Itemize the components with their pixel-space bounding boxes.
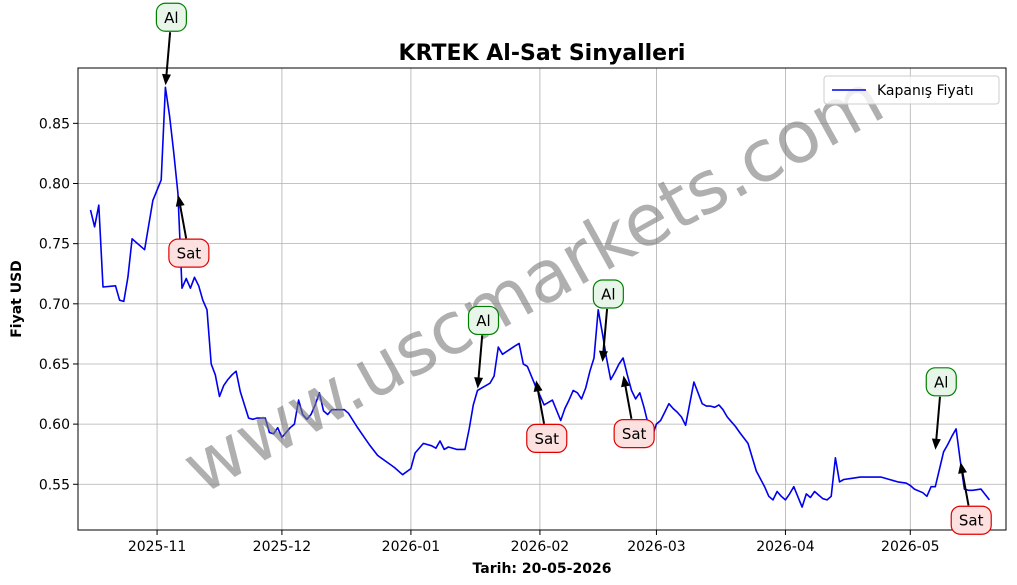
signal-label: Al (934, 373, 948, 391)
x-tick-label: 2025-11 (128, 539, 187, 555)
price-line (89, 86, 991, 508)
signal-label: Al (164, 9, 178, 27)
signal-label: Sat (622, 425, 647, 443)
y-tick-label: 0.55 (39, 477, 70, 493)
buy-signal: Al (155, 2, 187, 86)
y-tick-label: 0.60 (39, 417, 70, 433)
buy-signal: Al (467, 305, 500, 389)
y-axis: 0.55 0.60 0.65 0.70 0.75 0.80 0.85 (39, 116, 78, 493)
x-tick-label: 2026-04 (756, 539, 815, 555)
signal-label-box (168, 238, 210, 268)
y-axis-title: Fiyat USD (9, 260, 25, 338)
signal-arrow-head (175, 195, 185, 207)
y-tick-label: 0.65 (39, 357, 70, 373)
buy-signal: Al (592, 279, 624, 362)
y-tick-label: 0.85 (39, 116, 70, 132)
price-series-line (89, 86, 991, 508)
signal-label: Sat (534, 430, 559, 448)
x-axis: 2025-11 2025-12 2026-01 2026-02 2026-03 2026-… (128, 530, 940, 555)
grid (78, 68, 1006, 530)
legend-label: Kapanış Fiyatı (877, 83, 974, 99)
plot-frame (77, 67, 1007, 531)
signal-label: Sat (177, 245, 202, 263)
signal-label-box (526, 423, 568, 454)
chart-title: KRTEK Al-Sat Sinyalleri (399, 41, 686, 66)
signal-arrow-shaft (477, 335, 484, 381)
signal-label-box (155, 2, 187, 32)
signal-label-box (467, 305, 500, 336)
y-tick-label: 0.75 (39, 237, 70, 253)
y-tick-label: 0.70 (39, 297, 70, 313)
legend: Kapanış Fiyatı (823, 75, 1000, 105)
sell-signal: Sat (168, 195, 210, 268)
signal-arrow-head (621, 375, 630, 388)
sell-signal: Sat (526, 380, 568, 454)
x-tick-label: 2026-01 (382, 539, 441, 555)
x-tick-label: 2026-02 (511, 539, 570, 555)
y-tick-label: 0.80 (39, 177, 70, 193)
sell-signal: Sat (950, 462, 992, 535)
signal-label: Al (601, 285, 615, 303)
signal-arrow-shaft (961, 469, 970, 506)
signal-arrow-head (598, 350, 608, 362)
signal-label-box (925, 367, 957, 397)
x-tick-label: 2026-03 (627, 539, 686, 555)
signal-label-box (950, 505, 992, 535)
signal-arrow-shaft (178, 202, 188, 239)
legend-box (823, 75, 1000, 105)
signal-arrow-head (162, 73, 171, 86)
signal-arrow-shaft (165, 32, 172, 78)
signal-label-box (592, 279, 624, 309)
x-axis-title: Tarih: 20-05-2026 (473, 561, 612, 577)
signal-arrow-head (533, 380, 543, 393)
signal-label: Sat (959, 512, 984, 530)
signal-label: Al (476, 312, 490, 330)
signal-arrow-head (474, 377, 484, 389)
sell-signal: Sat (613, 375, 655, 449)
signal-annotations: Al Sat Al Sat Al Sat Al Sat (155, 2, 992, 535)
signal-arrow-head (958, 462, 967, 474)
buy-signal: Al (925, 367, 957, 450)
signal-arrow-shaft (935, 396, 941, 442)
x-tick-label: 2026-05 (881, 539, 940, 555)
signal-arrow-shaft (602, 308, 609, 355)
signal-arrow-shaft (623, 383, 633, 420)
signal-label-box (613, 418, 655, 449)
signal-arrow-head (931, 438, 941, 450)
signal-arrow-shaft (536, 388, 546, 424)
x-tick-label: 2025-12 (253, 539, 312, 555)
